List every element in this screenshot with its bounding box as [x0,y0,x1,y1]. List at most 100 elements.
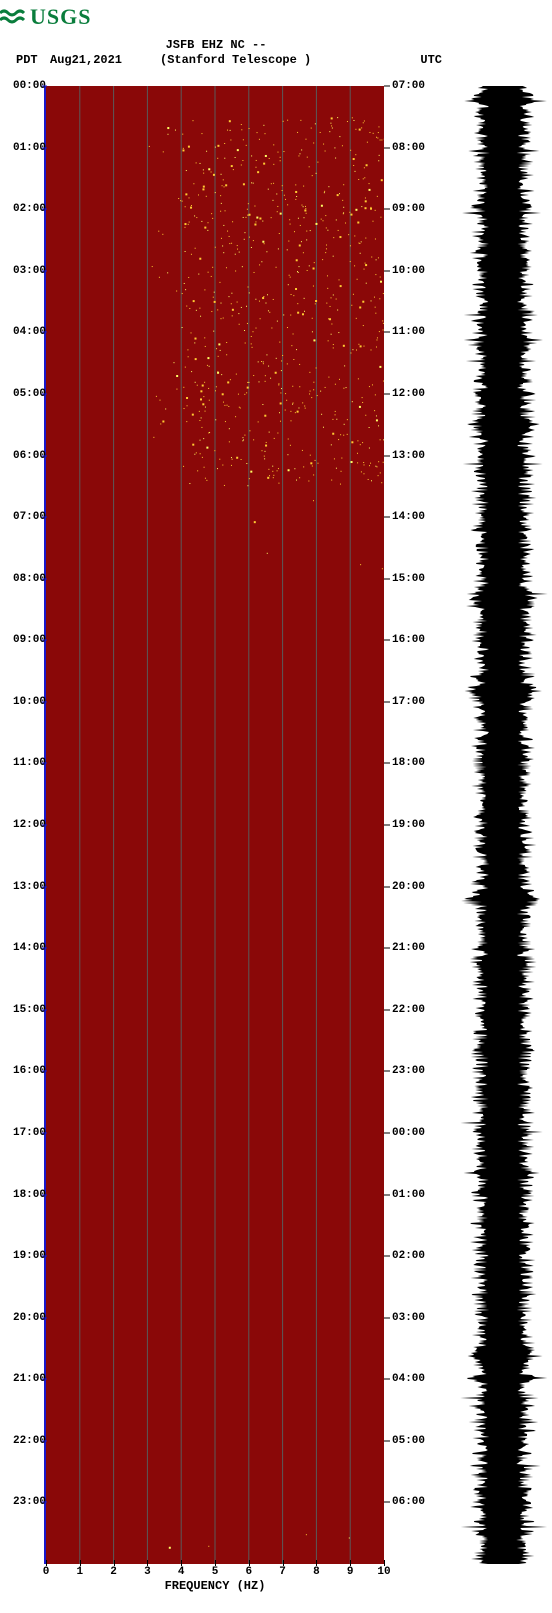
utc-tick: 08:00 [392,142,425,154]
utc-tick: 10:00 [392,265,425,277]
hz-tick: 0 [43,1566,50,1578]
pdt-tick-mark [42,763,47,764]
pdt-tick: 15:00 [10,1004,46,1016]
utc-tick-mark [384,517,390,518]
hz-tick: 8 [313,1566,320,1578]
pdt-tick-mark [42,701,47,702]
hz-tick-mark [147,1560,148,1566]
utc-tick: 03:00 [392,1312,425,1324]
utc-tick-mark [384,640,390,641]
utc-tick-mark [384,1194,390,1195]
hz-tick-mark [283,1560,284,1566]
utc-tick-mark [384,455,390,456]
utc-tick-mark [384,209,390,210]
utc-tick-mark [384,1071,390,1072]
hz-tick-mark [384,1560,385,1566]
utc-tick-mark [384,886,390,887]
utc-tick: 06:00 [392,1496,425,1508]
hz-tick: 7 [279,1566,286,1578]
pdt-tick: 18:00 [10,1189,46,1201]
hz-tick-mark [114,1560,115,1566]
pdt-tick-mark [42,455,47,456]
date-label: Aug21,2021 [50,53,122,67]
hz-tick-mark [249,1560,250,1566]
pdt-tick: 01:00 [10,142,46,154]
station-label: (Stanford Telescope ) [160,53,311,67]
utc-tick: 11:00 [392,326,425,338]
x-axis-label: FREQUENCY (HZ) [46,1579,384,1593]
pdt-tick-mark [42,886,47,887]
utc-tick-mark [384,332,390,333]
pdt-tick-mark [42,578,47,579]
pdt-tick-mark [42,948,47,949]
utc-tick-mark [384,1256,390,1257]
pdt-tick: 19:00 [10,1250,46,1262]
pdt-tick: 07:00 [10,511,46,523]
usgs-logo: USGS [0,4,91,30]
utc-tick: 04:00 [392,1373,425,1385]
pdt-tick-mark [42,825,47,826]
utc-tick-mark [384,825,390,826]
waveform-svg [458,86,548,1564]
utc-tick-mark [384,1009,390,1010]
utc-tick-mark [384,1440,390,1441]
pdt-tick-mark [42,270,47,271]
utc-tick: 21:00 [392,942,425,954]
utc-tick: 17:00 [392,696,425,708]
utc-tick: 00:00 [392,1127,425,1139]
pdt-tick-mark [42,1440,47,1441]
pdt-tick: 22:00 [10,1435,46,1447]
utc-tick-mark [384,1317,390,1318]
pdt-tick-mark [42,332,47,333]
plot-title: JSFB EHZ NC -- [0,38,432,52]
hz-tick: 3 [144,1566,151,1578]
pdt-tick: 02:00 [10,203,46,215]
utc-tick-mark [384,270,390,271]
pdt-tick-mark [42,517,47,518]
pdt-tick-mark [42,1071,47,1072]
utc-tick: 22:00 [392,1004,425,1016]
utc-tick: 15:00 [392,573,425,585]
pdt-tick: 13:00 [10,881,46,893]
hz-tick: 10 [377,1566,390,1578]
pdt-tick-mark [42,147,47,148]
pdt-tick: 10:00 [10,696,46,708]
hz-tick-mark [46,1560,47,1566]
pdt-tick-mark [42,1194,47,1195]
utc-tick-mark [384,86,390,87]
utc-tick-mark [384,763,390,764]
utc-tick-mark [384,1132,390,1133]
pdt-tick: 04:00 [10,326,46,338]
utc-tick: 23:00 [392,1065,425,1077]
utc-tick-mark [384,1379,390,1380]
hz-tick-mark [350,1560,351,1566]
pdt-tick: 03:00 [10,265,46,277]
pdt-tick-mark [42,1132,47,1133]
hz-tick-mark [80,1560,81,1566]
pdt-tick: 09:00 [10,634,46,646]
utc-tick: 07:00 [392,80,425,92]
usgs-wave-icon [0,7,26,27]
right-tz-label: UTC [420,53,442,67]
pdt-tick-mark [42,640,47,641]
utc-tick: 20:00 [392,881,425,893]
pdt-tick-mark [42,1379,47,1380]
utc-tick: 14:00 [392,511,425,523]
pdt-tick: 08:00 [10,573,46,585]
utc-tick-mark [384,147,390,148]
utc-tick: 05:00 [392,1435,425,1447]
hz-tick: 6 [245,1566,252,1578]
pdt-tick-mark [42,393,47,394]
utc-tick: 19:00 [392,819,425,831]
pdt-tick: 11:00 [10,757,46,769]
utc-tick: 13:00 [392,450,425,462]
pdt-tick-mark [42,209,47,210]
usgs-text: USGS [30,4,91,30]
utc-tick-mark [384,948,390,949]
left-tz-label: PDT [16,53,38,67]
utc-tick: 01:00 [392,1189,425,1201]
utc-tick-mark [384,578,390,579]
utc-tick: 16:00 [392,634,425,646]
hz-tick-mark [181,1560,182,1566]
pdt-tick: 20:00 [10,1312,46,1324]
